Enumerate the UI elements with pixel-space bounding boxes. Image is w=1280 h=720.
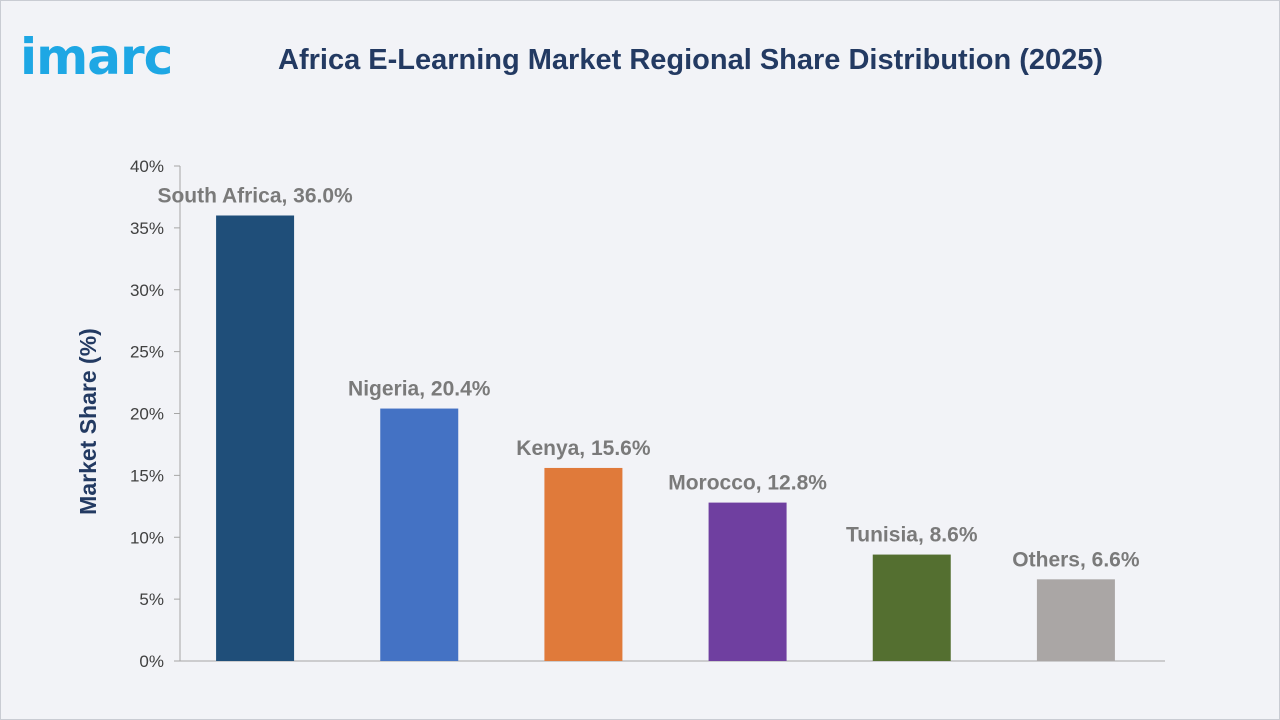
y-tick-label: 0% <box>139 652 164 671</box>
bar-kenya <box>544 467 623 661</box>
y-tick-label: 10% <box>130 528 164 547</box>
data-label: Tunisia, 8.6% <box>846 524 978 547</box>
y-tick-label: 5% <box>139 590 164 609</box>
bars <box>216 215 1115 661</box>
y-tick-label: 35% <box>130 219 164 238</box>
bar-others <box>1036 579 1115 661</box>
data-label: Kenya, 15.6% <box>516 437 651 460</box>
data-label: Morocco, 12.8% <box>668 472 827 495</box>
y-tick-label: 20% <box>130 405 164 424</box>
y-ticks: 0% 5% 10% 15% 20% 25% 30% 35% 40% <box>130 157 180 671</box>
y-axis-title: Market Share (%) <box>75 328 101 515</box>
y-tick-label: 15% <box>130 466 164 485</box>
imarc-logo: imarc <box>20 28 173 86</box>
y-tick-label: 30% <box>130 281 164 300</box>
data-label: Others, 6.6% <box>1012 548 1140 571</box>
data-label: Nigeria, 20.4% <box>348 378 491 401</box>
bar-nigeria <box>380 408 459 661</box>
bar-south-africa <box>216 215 295 661</box>
bar-tunisia <box>872 554 951 661</box>
data-labels: South Africa, 36.0% Nigeria, 20.4% Kenya, … <box>157 185 1139 572</box>
y-tick-label: 25% <box>130 343 164 362</box>
axes <box>179 166 1165 662</box>
chart-title: Africa E-Learning Market Regional Share … <box>278 44 1104 76</box>
y-tick-label: 40% <box>130 157 164 176</box>
bar-morocco <box>708 502 787 661</box>
data-label: South Africa, 36.0% <box>157 185 353 208</box>
